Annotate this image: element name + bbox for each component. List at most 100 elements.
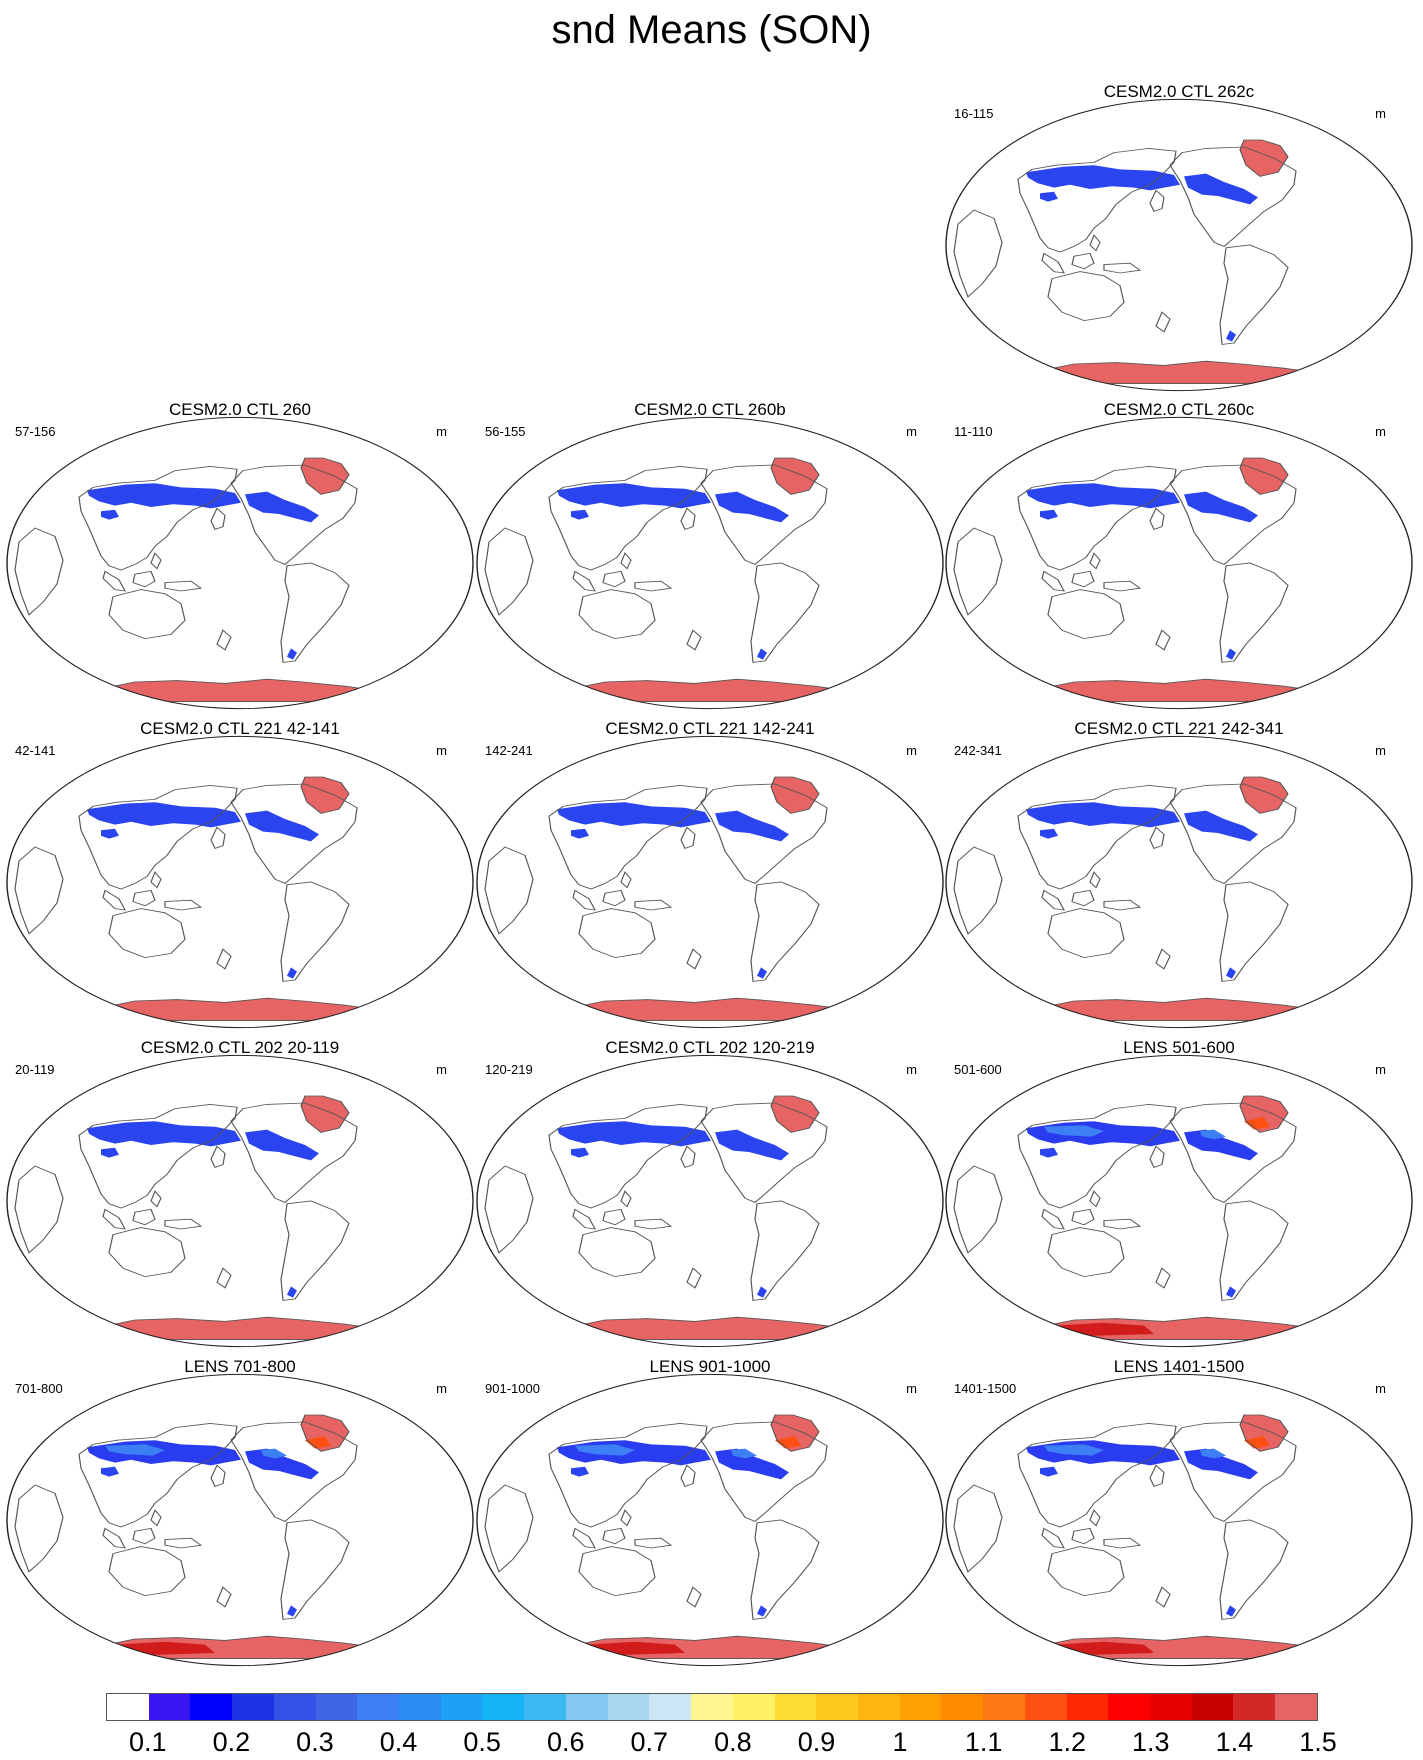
snow-shading: [571, 1466, 589, 1477]
colorbar-swatch: [190, 1694, 233, 1720]
panel-unit: m: [906, 1062, 917, 1077]
map-border: [6, 416, 474, 710]
snow-shading: [571, 828, 589, 839]
snow-shading: [1026, 802, 1180, 828]
australia-coastline: [108, 589, 186, 640]
colorbar-swatch: [774, 1694, 817, 1720]
world-map: [6, 1054, 474, 1348]
map-layer: [484, 776, 854, 1022]
world-map: [945, 416, 1413, 710]
world-map: [945, 1054, 1413, 1348]
borneo-coastline: [1071, 570, 1095, 588]
philippines-coastline: [150, 552, 162, 570]
samerica-coastline: [750, 1519, 820, 1620]
map-border: [945, 416, 1413, 710]
greenland-coastline: [300, 776, 350, 814]
snow-shading: [87, 1440, 241, 1466]
panel-title: LENS 1401-1500: [1113, 1357, 1245, 1376]
snow-shading: [1184, 1129, 1258, 1161]
panel-unit: m: [1375, 424, 1386, 439]
snow-shading: [1184, 491, 1258, 523]
snow-shading: [87, 1121, 241, 1147]
coastlines: [484, 457, 854, 703]
colorbar-swatch: [357, 1694, 400, 1720]
sumatra-coastline: [102, 1208, 126, 1230]
colorbar-tick-label: 0.4: [379, 1727, 418, 1757]
japan-coastline: [680, 826, 696, 849]
map-layer: [953, 139, 1323, 385]
philippines-coastline: [150, 1190, 162, 1208]
australia-coastline: [1047, 1227, 1125, 1278]
map-layer: [953, 776, 1323, 1022]
colorbar-tick-label: 1.5: [1299, 1727, 1337, 1757]
australia-coastline: [108, 908, 186, 959]
panel-year-range: 56-155: [485, 424, 526, 439]
newguinea-coastline: [1103, 1218, 1142, 1230]
antarctica-coastline: [562, 997, 854, 1022]
panel-title: CESM2.0 CTL 221 142-241: [605, 719, 815, 738]
map-panel: CESM2.0 CTL 262c 16-115 m: [944, 82, 1414, 392]
borneo-coastline: [602, 889, 626, 907]
colorbar-swatch: [607, 1694, 650, 1720]
samerica-coastline: [1219, 1200, 1289, 1301]
nz-coastline: [1155, 311, 1171, 333]
world-map: [6, 416, 474, 710]
colorbar-swatch: [1191, 1694, 1234, 1720]
colorbar-tick-label: 0.8: [714, 1727, 752, 1757]
borneo-coastline: [1071, 889, 1095, 907]
snow-shading: [1226, 1605, 1236, 1617]
coastlines: [14, 1414, 384, 1660]
colorbar-swatch: [1066, 1694, 1109, 1720]
world-map: [945, 735, 1413, 1029]
sumatra-coastline: [102, 889, 126, 911]
figure-title: snd Means (SON): [551, 8, 872, 52]
greenland-snow: [301, 1096, 349, 1133]
japan-coastline: [1149, 1145, 1165, 1168]
africa-coastline: [484, 846, 534, 935]
samerica-coastline: [1219, 1519, 1289, 1620]
map-border: [476, 1373, 944, 1667]
snow-shading: [575, 1444, 635, 1456]
antarctica-coastline: [92, 1635, 384, 1660]
snow-shading: [287, 967, 297, 979]
borneo-coastline: [1071, 1527, 1095, 1545]
sumatra-coastline: [572, 1527, 596, 1549]
australia-coastline: [578, 1227, 656, 1278]
panel-title: CESM2.0 CTL 202 20-119: [140, 1038, 340, 1057]
greenland-coastline: [300, 457, 350, 495]
map-layer: [484, 1095, 854, 1341]
world-map: [6, 1373, 474, 1667]
nz-coastline: [686, 1267, 702, 1289]
eurasia-coastline: [1017, 784, 1177, 890]
panel-year-range: 901-1000: [485, 1381, 540, 1396]
greenland-snow: [1240, 777, 1288, 814]
greenland-coastline: [1239, 139, 1289, 177]
eurasia-coastline: [548, 1103, 708, 1209]
japan-coastline: [1149, 1464, 1165, 1487]
borneo-coastline: [132, 1527, 156, 1545]
map-layer: [14, 776, 384, 1022]
panel-title: CESM2.0 CTL 202 120-219: [605, 1038, 815, 1057]
nz-coastline: [216, 629, 232, 651]
borneo-coastline: [602, 1527, 626, 1545]
eurasia-coastline: [548, 784, 708, 890]
sumatra-coastline: [1041, 570, 1065, 592]
australia-coastline: [1047, 1546, 1125, 1597]
africa-coastline: [953, 209, 1003, 298]
antarctica-snow: [1032, 361, 1322, 384]
colorbar-tick-label: 0.3: [296, 1727, 334, 1757]
snow-shading: [87, 802, 241, 828]
map-border: [945, 98, 1413, 392]
panel-title: CESM2.0 CTL 262c: [1103, 82, 1255, 101]
samerica-coastline: [750, 1200, 820, 1301]
map-panel: CESM2.0 CTL 221 42-141 42-141 m: [5, 719, 475, 1029]
map-layer: [953, 1414, 1323, 1660]
colorbar-swatch: [691, 1694, 733, 1720]
philippines-coastline: [150, 871, 162, 889]
namerica-coastline: [230, 1102, 358, 1203]
colorbar-tick-label: 1.4: [1215, 1727, 1254, 1757]
greenland-coastline: [770, 776, 820, 814]
japan-coastline: [1149, 189, 1165, 212]
snow-shading: [1200, 1129, 1226, 1140]
map-layer: [14, 1414, 384, 1660]
